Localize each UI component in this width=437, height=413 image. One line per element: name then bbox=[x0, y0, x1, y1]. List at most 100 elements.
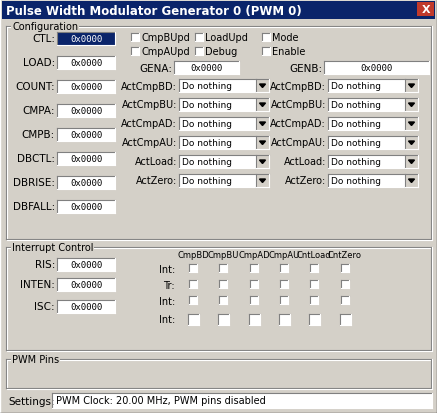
Text: LOAD:: LOAD: bbox=[23, 58, 55, 68]
Bar bbox=[405, 137, 418, 150]
Text: Debug: Debug bbox=[205, 47, 237, 57]
Text: 0x0000: 0x0000 bbox=[191, 64, 222, 73]
Bar bbox=[52, 393, 432, 408]
Text: CmpAU: CmpAU bbox=[268, 251, 300, 260]
Text: ActCmpBU:: ActCmpBU: bbox=[121, 100, 177, 110]
Text: 0x0000: 0x0000 bbox=[70, 280, 102, 289]
Text: Do nothing: Do nothing bbox=[331, 120, 381, 129]
Text: Do nothing: Do nothing bbox=[182, 82, 232, 91]
Polygon shape bbox=[409, 161, 415, 164]
Text: ActCmpBD:: ActCmpBD: bbox=[270, 81, 326, 91]
Text: PWM Pins: PWM Pins bbox=[12, 354, 59, 364]
Bar bbox=[341, 264, 349, 272]
Bar bbox=[219, 296, 227, 304]
Bar bbox=[179, 118, 256, 131]
Bar bbox=[2, 2, 435, 20]
Text: Settings:: Settings: bbox=[8, 396, 55, 406]
Text: 0x0000: 0x0000 bbox=[70, 83, 102, 92]
Bar bbox=[256, 80, 269, 93]
Bar bbox=[131, 34, 139, 42]
Bar bbox=[405, 99, 418, 112]
Bar bbox=[57, 201, 115, 214]
Bar bbox=[256, 137, 269, 150]
Bar bbox=[179, 175, 256, 188]
Text: 0x0000: 0x0000 bbox=[70, 59, 102, 68]
Bar bbox=[340, 314, 351, 325]
Bar bbox=[405, 118, 418, 131]
Text: ActLoad:: ActLoad: bbox=[284, 157, 326, 167]
Bar bbox=[256, 156, 269, 169]
Text: CMPB:: CMPB: bbox=[22, 130, 55, 140]
Text: CntLoad: CntLoad bbox=[297, 251, 331, 260]
Text: ActCmpBD:: ActCmpBD: bbox=[121, 81, 177, 91]
Text: LoadUpd: LoadUpd bbox=[205, 33, 248, 43]
Bar bbox=[309, 314, 320, 325]
Text: ActCmpAD:: ActCmpAD: bbox=[121, 119, 177, 129]
Bar bbox=[279, 314, 290, 325]
Bar bbox=[179, 80, 256, 93]
Polygon shape bbox=[409, 85, 415, 88]
Text: Do nothing: Do nothing bbox=[331, 177, 381, 185]
Bar bbox=[195, 48, 203, 56]
Polygon shape bbox=[409, 142, 415, 145]
Bar bbox=[218, 314, 229, 325]
Text: Enable: Enable bbox=[272, 47, 305, 57]
Bar bbox=[189, 264, 197, 272]
Text: 0x0000: 0x0000 bbox=[70, 35, 102, 44]
Text: CMPA:: CMPA: bbox=[22, 106, 55, 116]
Bar bbox=[262, 34, 270, 42]
Text: GENA:: GENA: bbox=[139, 63, 172, 74]
Polygon shape bbox=[260, 104, 266, 107]
Text: ActCmpAU:: ActCmpAU: bbox=[122, 138, 177, 148]
Bar bbox=[256, 99, 269, 112]
Text: Do nothing: Do nothing bbox=[182, 120, 232, 129]
Text: Int:: Int: bbox=[159, 314, 175, 324]
Bar bbox=[57, 81, 115, 94]
Bar bbox=[256, 175, 269, 188]
Bar bbox=[280, 280, 288, 288]
Bar bbox=[250, 264, 258, 272]
Polygon shape bbox=[260, 180, 266, 183]
Bar bbox=[174, 62, 239, 75]
Text: Pulse Width Modulator Generator 0 (PWM 0): Pulse Width Modulator Generator 0 (PWM 0… bbox=[6, 5, 302, 17]
Text: Do nothing: Do nothing bbox=[182, 177, 232, 185]
Bar bbox=[417, 3, 434, 17]
Bar bbox=[310, 296, 318, 304]
Bar bbox=[341, 280, 349, 288]
Bar bbox=[280, 264, 288, 272]
Text: ActZero:: ActZero: bbox=[285, 176, 326, 186]
Text: ActLoad:: ActLoad: bbox=[135, 157, 177, 167]
Polygon shape bbox=[409, 123, 415, 126]
Bar bbox=[328, 80, 405, 93]
Bar bbox=[179, 156, 256, 169]
Bar bbox=[262, 48, 270, 56]
Bar bbox=[280, 296, 288, 304]
Text: Configuration: Configuration bbox=[12, 22, 78, 32]
Bar bbox=[57, 57, 115, 70]
Bar bbox=[250, 280, 258, 288]
Bar bbox=[57, 33, 115, 46]
Bar bbox=[57, 259, 115, 271]
Bar bbox=[328, 175, 405, 188]
Text: 0x0000: 0x0000 bbox=[70, 178, 102, 188]
Text: ISC:: ISC: bbox=[35, 302, 55, 312]
Bar bbox=[405, 156, 418, 169]
Text: ActCmpAD:: ActCmpAD: bbox=[270, 119, 326, 129]
Bar bbox=[188, 314, 199, 325]
Bar bbox=[341, 296, 349, 304]
Text: CmpAUpd: CmpAUpd bbox=[141, 47, 190, 57]
Text: Do nothing: Do nothing bbox=[331, 139, 381, 147]
Text: CTL:: CTL: bbox=[32, 34, 55, 44]
Polygon shape bbox=[260, 142, 266, 145]
Text: ActCmpAU:: ActCmpAU: bbox=[271, 138, 326, 148]
Text: RIS:: RIS: bbox=[35, 260, 55, 270]
Bar bbox=[57, 129, 115, 142]
Bar bbox=[57, 105, 115, 118]
Text: Do nothing: Do nothing bbox=[182, 139, 232, 147]
Bar bbox=[249, 314, 260, 325]
Bar bbox=[328, 99, 405, 112]
Text: GENB:: GENB: bbox=[289, 63, 322, 74]
Text: 0x0000: 0x0000 bbox=[70, 260, 102, 269]
Bar bbox=[324, 62, 429, 75]
Bar bbox=[256, 118, 269, 131]
